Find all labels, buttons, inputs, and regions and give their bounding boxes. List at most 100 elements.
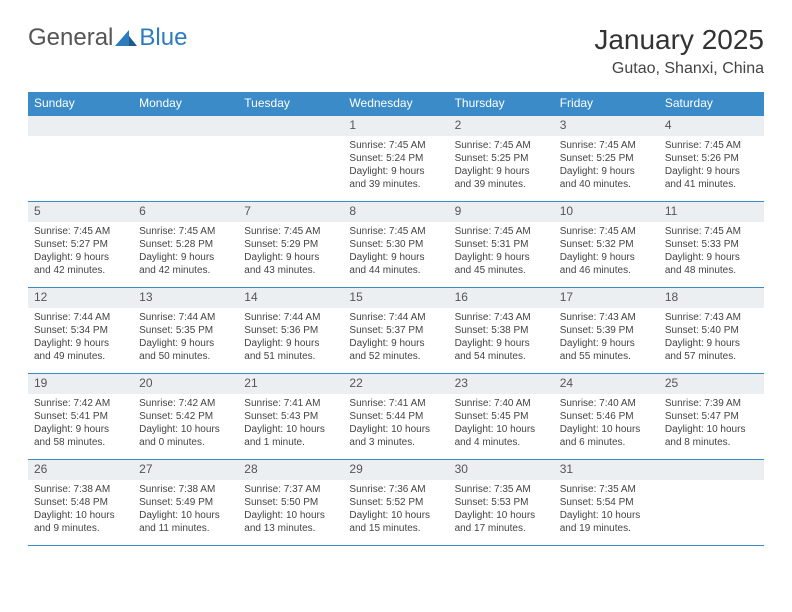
daylight-text-1: Daylight: 10 hours: [244, 509, 337, 522]
sunset-text: Sunset: 5:33 PM: [665, 238, 758, 251]
day-header: Wednesday: [343, 92, 358, 114]
daylight-text-1: Daylight: 9 hours: [560, 165, 653, 178]
calendar-header-row: SundayMondayTuesdayWednesdayThursdayFrid…: [28, 92, 764, 114]
day-details: Sunrise: 7:44 AMSunset: 5:34 PMDaylight:…: [28, 308, 133, 369]
daylight-text-1: Daylight: 9 hours: [349, 337, 442, 350]
day-cell: 28Sunrise: 7:37 AMSunset: 5:50 PMDayligh…: [238, 460, 343, 546]
daylight-text-2: and 54 minutes.: [455, 350, 548, 363]
daylight-text-2: and 39 minutes.: [349, 178, 442, 191]
sunset-text: Sunset: 5:28 PM: [139, 238, 232, 251]
day-details: Sunrise: 7:37 AMSunset: 5:50 PMDaylight:…: [238, 480, 343, 541]
sunset-text: Sunset: 5:39 PM: [560, 324, 653, 337]
daylight-text-2: and 57 minutes.: [665, 350, 758, 363]
sunset-text: Sunset: 5:35 PM: [139, 324, 232, 337]
sunset-text: Sunset: 5:41 PM: [34, 410, 127, 423]
sunset-text: Sunset: 5:43 PM: [244, 410, 337, 423]
day-cell: 27Sunrise: 7:38 AMSunset: 5:49 PMDayligh…: [133, 460, 238, 546]
day-cell: 7Sunrise: 7:45 AMSunset: 5:29 PMDaylight…: [238, 202, 343, 288]
day-details: Sunrise: 7:45 AMSunset: 5:33 PMDaylight:…: [659, 222, 764, 283]
logo-text-blue: Blue: [139, 24, 187, 52]
sunrise-text: Sunrise: 7:44 AM: [34, 311, 127, 324]
sunrise-text: Sunrise: 7:45 AM: [34, 225, 127, 238]
day-cell: 26Sunrise: 7:38 AMSunset: 5:48 PMDayligh…: [28, 460, 133, 546]
day-cell: 15Sunrise: 7:44 AMSunset: 5:37 PMDayligh…: [343, 288, 448, 374]
day-number: 15: [343, 288, 448, 308]
day-cell: 16Sunrise: 7:43 AMSunset: 5:38 PMDayligh…: [449, 288, 554, 374]
daylight-text-1: Daylight: 9 hours: [244, 251, 337, 264]
day-number: 19: [28, 374, 133, 394]
daylight-text-1: Daylight: 9 hours: [455, 337, 548, 350]
daylight-text-2: and 42 minutes.: [34, 264, 127, 277]
sunset-text: Sunset: 5:44 PM: [349, 410, 442, 423]
daylight-text-1: Daylight: 9 hours: [560, 251, 653, 264]
logo-text-general: General: [28, 24, 113, 52]
sunrise-text: Sunrise: 7:41 AM: [244, 397, 337, 410]
day-details: Sunrise: 7:44 AMSunset: 5:37 PMDaylight:…: [343, 308, 448, 369]
daylight-text-2: and 1 minute.: [244, 436, 337, 449]
day-cell: 17Sunrise: 7:43 AMSunset: 5:39 PMDayligh…: [554, 288, 659, 374]
sunset-text: Sunset: 5:27 PM: [34, 238, 127, 251]
day-details: Sunrise: 7:45 AMSunset: 5:25 PMDaylight:…: [449, 136, 554, 197]
sunrise-text: Sunrise: 7:40 AM: [455, 397, 548, 410]
sunset-text: Sunset: 5:37 PM: [349, 324, 442, 337]
daylight-text-2: and 39 minutes.: [455, 178, 548, 191]
day-number: 16: [449, 288, 554, 308]
sunset-text: Sunset: 5:54 PM: [560, 496, 653, 509]
title-block: January 2025 Gutao, Shanxi, China: [594, 24, 764, 78]
daylight-text-1: Daylight: 9 hours: [455, 251, 548, 264]
daylight-text-2: and 15 minutes.: [349, 522, 442, 535]
day-number: 29: [343, 460, 448, 480]
daylight-text-1: Daylight: 9 hours: [665, 337, 758, 350]
daylight-text-1: Daylight: 10 hours: [455, 509, 548, 522]
sunset-text: Sunset: 5:46 PM: [560, 410, 653, 423]
day-details: Sunrise: 7:39 AMSunset: 5:47 PMDaylight:…: [659, 394, 764, 455]
day-number: 20: [133, 374, 238, 394]
day-number: 25: [659, 374, 764, 394]
sunrise-text: Sunrise: 7:43 AM: [455, 311, 548, 324]
day-cell: 6Sunrise: 7:45 AMSunset: 5:28 PMDaylight…: [133, 202, 238, 288]
sunset-text: Sunset: 5:36 PM: [244, 324, 337, 337]
day-number: 2: [449, 116, 554, 136]
sunrise-text: Sunrise: 7:39 AM: [665, 397, 758, 410]
day-details: Sunrise: 7:38 AMSunset: 5:49 PMDaylight:…: [133, 480, 238, 541]
daylight-text-2: and 40 minutes.: [560, 178, 653, 191]
daylight-text-2: and 19 minutes.: [560, 522, 653, 535]
day-header: Saturday: [659, 92, 674, 114]
day-details: Sunrise: 7:45 AMSunset: 5:31 PMDaylight:…: [449, 222, 554, 283]
day-details: Sunrise: 7:35 AMSunset: 5:54 PMDaylight:…: [554, 480, 659, 541]
daylight-text-2: and 41 minutes.: [665, 178, 758, 191]
day-cell: 30Sunrise: 7:35 AMSunset: 5:53 PMDayligh…: [449, 460, 554, 546]
daylight-text-2: and 55 minutes.: [560, 350, 653, 363]
day-cell: 11Sunrise: 7:45 AMSunset: 5:33 PMDayligh…: [659, 202, 764, 288]
day-number: 10: [554, 202, 659, 222]
day-cell: 22Sunrise: 7:41 AMSunset: 5:44 PMDayligh…: [343, 374, 448, 460]
day-cell: 18Sunrise: 7:43 AMSunset: 5:40 PMDayligh…: [659, 288, 764, 374]
sunset-text: Sunset: 5:50 PM: [244, 496, 337, 509]
day-number: 7: [238, 202, 343, 222]
daylight-text-1: Daylight: 9 hours: [665, 165, 758, 178]
daylight-text-2: and 11 minutes.: [139, 522, 232, 535]
day-cell: 20Sunrise: 7:42 AMSunset: 5:42 PMDayligh…: [133, 374, 238, 460]
daylight-text-1: Daylight: 10 hours: [139, 509, 232, 522]
daylight-text-1: Daylight: 9 hours: [349, 251, 442, 264]
day-cell: 19Sunrise: 7:42 AMSunset: 5:41 PMDayligh…: [28, 374, 133, 460]
day-number: 28: [238, 460, 343, 480]
day-number: 22: [343, 374, 448, 394]
sunrise-text: Sunrise: 7:38 AM: [139, 483, 232, 496]
day-details: Sunrise: 7:45 AMSunset: 5:28 PMDaylight:…: [133, 222, 238, 283]
day-cell: 12Sunrise: 7:44 AMSunset: 5:34 PMDayligh…: [28, 288, 133, 374]
day-cell: 21Sunrise: 7:41 AMSunset: 5:43 PMDayligh…: [238, 374, 343, 460]
daylight-text-1: Daylight: 9 hours: [139, 251, 232, 264]
day-details: Sunrise: 7:44 AMSunset: 5:35 PMDaylight:…: [133, 308, 238, 369]
sunrise-text: Sunrise: 7:44 AM: [139, 311, 232, 324]
page-container: General Blue January 2025 Gutao, Shanxi,…: [0, 0, 792, 570]
day-cell: 14Sunrise: 7:44 AMSunset: 5:36 PMDayligh…: [238, 288, 343, 374]
sunrise-text: Sunrise: 7:36 AM: [349, 483, 442, 496]
header: General Blue January 2025 Gutao, Shanxi,…: [28, 24, 764, 78]
day-number: 26: [28, 460, 133, 480]
sunrise-text: Sunrise: 7:44 AM: [244, 311, 337, 324]
sunrise-text: Sunrise: 7:45 AM: [349, 139, 442, 152]
daylight-text-2: and 9 minutes.: [34, 522, 127, 535]
daylight-text-1: Daylight: 9 hours: [139, 337, 232, 350]
daylight-text-2: and 44 minutes.: [349, 264, 442, 277]
